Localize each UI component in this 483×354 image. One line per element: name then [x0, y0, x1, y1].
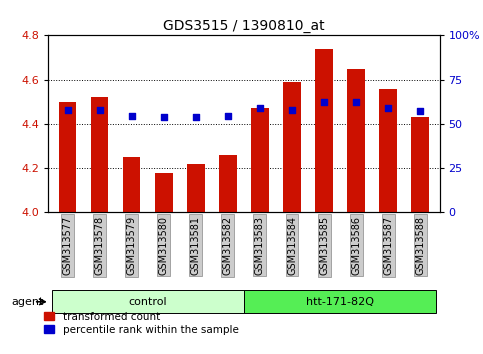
Point: [192, 114, 199, 120]
Bar: [219, 155, 237, 212]
Point: [96, 107, 103, 112]
Text: GSM313582: GSM313582: [223, 216, 233, 275]
Text: GSM313580: GSM313580: [159, 216, 169, 275]
Bar: [283, 82, 301, 212]
Text: control: control: [128, 297, 167, 307]
Bar: [251, 108, 269, 212]
Point: [320, 99, 328, 105]
Text: GSM313585: GSM313585: [319, 216, 329, 275]
Text: GSM313587: GSM313587: [383, 216, 393, 275]
Text: htt-171-82Q: htt-171-82Q: [306, 297, 374, 307]
Bar: [91, 97, 108, 212]
Bar: [347, 69, 365, 212]
Point: [352, 99, 360, 105]
Text: GSM313588: GSM313588: [415, 216, 426, 275]
Text: GSM313584: GSM313584: [287, 216, 297, 275]
Text: GSM313578: GSM313578: [95, 216, 105, 275]
Point: [384, 105, 392, 111]
Bar: [123, 157, 141, 212]
Bar: [380, 88, 397, 212]
Point: [128, 113, 136, 119]
Bar: [187, 164, 205, 212]
Point: [288, 107, 296, 112]
Bar: [155, 173, 172, 212]
Bar: [315, 48, 333, 212]
Text: GSM313579: GSM313579: [127, 216, 137, 275]
Text: GSM313577: GSM313577: [62, 216, 72, 275]
Text: GSM313586: GSM313586: [351, 216, 361, 275]
Point: [224, 113, 232, 119]
Point: [160, 114, 168, 120]
Bar: [412, 117, 429, 212]
Text: GSM313581: GSM313581: [191, 216, 201, 275]
Point: [256, 105, 264, 111]
Text: GSM313583: GSM313583: [255, 216, 265, 275]
Text: agent: agent: [11, 297, 43, 307]
Point: [416, 108, 424, 113]
Title: GDS3515 / 1390810_at: GDS3515 / 1390810_at: [163, 19, 325, 33]
Point: [64, 107, 71, 112]
Legend: transformed count, percentile rank within the sample: transformed count, percentile rank withi…: [44, 312, 239, 335]
Bar: [59, 102, 76, 212]
